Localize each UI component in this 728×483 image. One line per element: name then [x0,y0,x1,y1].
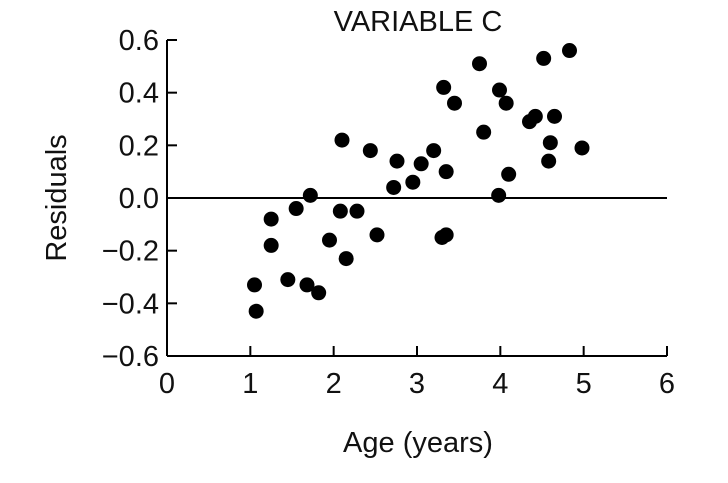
data-point [438,227,454,243]
data-point [386,179,402,195]
data-point [476,124,492,140]
data-point [438,164,454,180]
x-tick-label: 4 [492,368,508,400]
data-point [547,108,562,124]
data-point [369,227,385,243]
data-point [542,135,558,151]
data-point [263,211,279,227]
x-tick-label: 1 [242,368,258,400]
y-axis-title: Residuals [41,134,73,261]
data-point [541,153,557,169]
data-point [492,82,507,98]
x-tick-label: 5 [576,368,592,400]
x-tick-label: 3 [409,368,425,400]
y-tick-label: −0.2 [102,236,159,268]
data-point [501,166,517,182]
data-point [405,174,421,190]
data-point [322,232,337,248]
x-tick-label: 0 [159,368,175,400]
data-point [302,187,318,203]
data-point [436,79,452,95]
y-tick-label: −0.6 [102,341,159,373]
data-point [472,56,487,72]
data-point [527,108,543,124]
chart-title: VARIABLE C [334,6,503,38]
data-points [247,43,590,319]
data-point [562,43,577,59]
data-point [536,50,552,66]
data-point [447,95,462,111]
data-point [349,203,365,219]
data-point [338,251,354,267]
data-point [574,140,590,156]
data-point [498,95,514,111]
y-tick-label: 0.4 [119,78,159,110]
data-point [248,303,264,319]
y-tick-label: 0.2 [119,130,159,162]
data-point [288,201,304,217]
data-point [426,143,442,159]
y-tick-label: 0.6 [119,25,159,57]
x-axis-title: Age (years) [343,427,493,459]
data-point [247,277,262,293]
data-point [263,237,279,253]
y-tick-label: 0.0 [119,183,159,215]
data-point [491,187,507,203]
data-point [332,203,348,219]
x-tick-label: 6 [659,368,675,400]
y-tick-label: −0.4 [102,288,159,320]
x-tick-label: 2 [326,368,342,400]
data-point [299,277,315,293]
axes: 0.6 0.4 0.2 0.0 −0.2 −0.4 −0.60 1 2 3 4 5 6 [102,25,675,400]
data-point [413,156,429,172]
data-point [334,132,350,148]
data-point [389,153,405,169]
data-point [362,143,378,159]
data-point [311,285,327,301]
data-point [280,272,296,288]
